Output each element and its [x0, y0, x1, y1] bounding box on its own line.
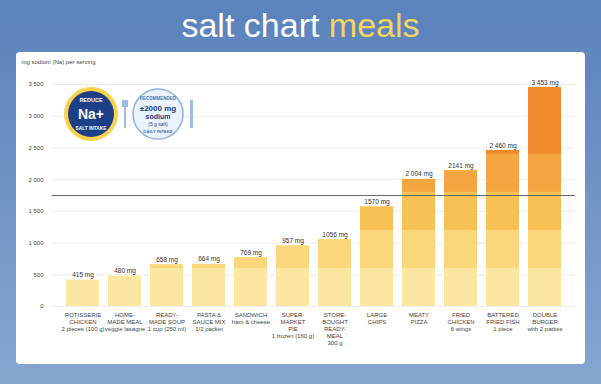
svg-text:±2000 mg: ±2000 mg — [140, 104, 177, 113]
svg-text:DOUBLEBURGERwith 2 patties: DOUBLEBURGERwith 2 patties — [526, 312, 562, 332]
svg-text:415 mg: 415 mg — [72, 271, 94, 279]
svg-text:658 mg: 658 mg — [156, 256, 178, 264]
svg-text:SALT INTAKE: SALT INTAKE — [76, 126, 108, 131]
svg-text:1 000: 1 000 — [28, 240, 44, 246]
svg-text:2 000: 2 000 — [28, 177, 44, 183]
svg-text:480 mg: 480 mg — [114, 267, 136, 275]
svg-text:LARGECHIPS: LARGECHIPS — [367, 312, 387, 325]
svg-text:2 004 mg: 2 004 mg — [405, 170, 432, 178]
svg-text:RECOMMENDED: RECOMMENDED — [140, 96, 177, 101]
svg-text:MEATYPIZZA: MEATYPIZZA — [409, 312, 429, 325]
svg-text:SUPER-MARKETPIE1 frozen (160 g: SUPER-MARKETPIE1 frozen (160 g) — [272, 312, 314, 339]
svg-text:PASTA &SAUCE MIX1/2 packet: PASTA &SAUCE MIX1/2 packet — [192, 312, 225, 332]
svg-text:mg sodium (Na) per serving: mg sodium (Na) per serving — [22, 59, 96, 65]
svg-text:STORE-BOUGHTREADY-MEAL300 g: STORE-BOUGHTREADY-MEAL300 g — [322, 312, 348, 346]
svg-text:FRIEDCHICKEN6 wings: FRIEDCHICKEN6 wings — [447, 312, 474, 332]
svg-text:2141 mg: 2141 mg — [448, 162, 474, 170]
svg-text:769 mg: 769 mg — [240, 249, 262, 257]
svg-text:3 000: 3 000 — [28, 113, 44, 119]
svg-text:REDUCE: REDUCE — [79, 97, 103, 103]
svg-text:2 500: 2 500 — [28, 145, 44, 151]
svg-text:SANDWICHham & cheese: SANDWICHham & cheese — [232, 312, 271, 325]
svg-text:ROTISSERIECHICKEN2 pieces (100: ROTISSERIECHICKEN2 pieces (100 g) — [61, 312, 104, 332]
svg-text:3 500: 3 500 — [28, 81, 44, 87]
svg-text:(5 g salt): (5 g salt) — [148, 121, 168, 127]
svg-text:1570 mg: 1570 mg — [364, 198, 390, 206]
svg-text:1 500: 1 500 — [28, 208, 44, 214]
svg-text:1056 mg: 1056 mg — [322, 231, 348, 239]
svg-text:READY-MADE SOUP1 cup (250 ml): READY-MADE SOUP1 cup (250 ml) — [148, 312, 186, 332]
svg-text:BATTEREDFRIED FISH1 piece: BATTEREDFRIED FISH1 piece — [486, 312, 519, 332]
svg-text:HOME-MADE MEALveggie lasagne: HOME-MADE MEALveggie lasagne — [105, 312, 146, 332]
svg-text:957 mg: 957 mg — [282, 237, 304, 245]
svg-text:500: 500 — [33, 272, 44, 278]
svg-text:2 460 mg: 2 460 mg — [489, 142, 516, 150]
svg-text:0: 0 — [40, 303, 44, 309]
svg-text:DAILY INTAKE: DAILY INTAKE — [143, 129, 172, 134]
svg-text:Na+: Na+ — [78, 106, 104, 122]
svg-text:3 453 mg: 3 453 mg — [531, 79, 558, 87]
svg-text:sodium: sodium — [146, 113, 171, 120]
svg-text:664 mg: 664 mg — [198, 255, 220, 263]
html-text:salt chart meals: salt chart meals — [181, 6, 420, 44]
